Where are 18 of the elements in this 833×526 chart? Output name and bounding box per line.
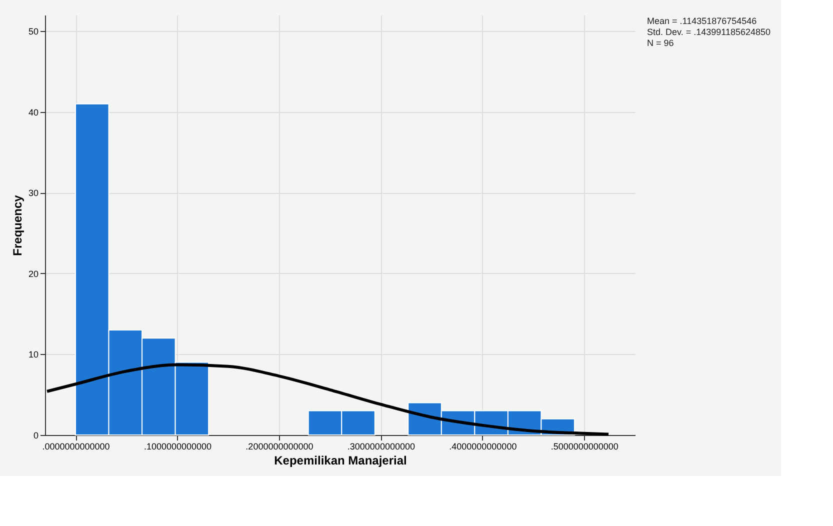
- y-tick-label: 30: [28, 188, 38, 198]
- x-tick-label: .0000000000000: [42, 442, 110, 452]
- y-tick-label: 40: [28, 107, 38, 118]
- y-tick-label: 20: [28, 268, 38, 279]
- y-tick-label: 50: [28, 26, 38, 37]
- x-tick-label: .3000000000000: [347, 442, 415, 452]
- text: Std. Dev. = .143991185624850: [647, 27, 771, 37]
- line-series: [46, 363, 610, 436]
- y-tick-label: 0: [33, 430, 38, 440]
- y-tick-label: 10: [28, 350, 38, 360]
- y-axis-title: Frequency: [10, 194, 24, 256]
- x-tick-label: .5000000000000: [550, 442, 618, 452]
- text: N = 96: [647, 38, 674, 48]
- x-tick-label: .2000000000000: [246, 442, 314, 452]
- text: Mean = .114351876754546: [647, 16, 757, 26]
- x-tick-label: .1000000000000: [144, 442, 212, 452]
- x-tick-label: .4000000000000: [449, 442, 517, 452]
- x-axis-title: Kepemilikan Manajerial: [274, 454, 407, 468]
